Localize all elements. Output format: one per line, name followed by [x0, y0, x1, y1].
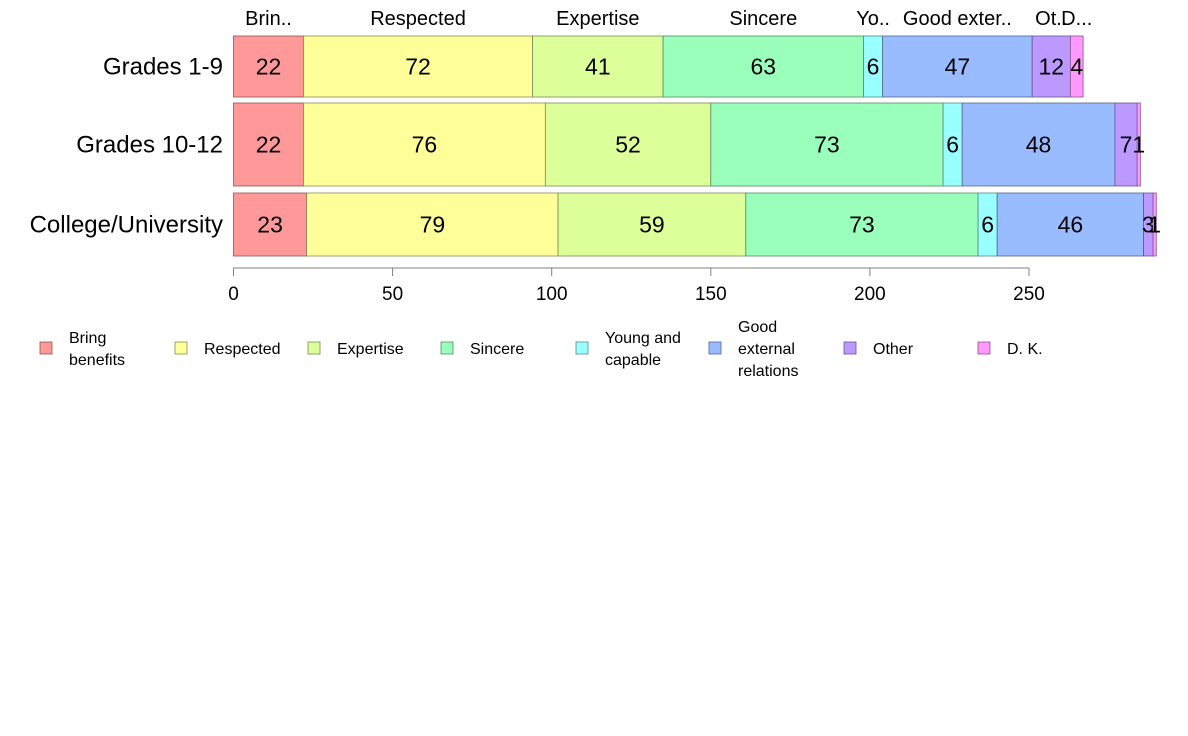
- x-tick-label: 50: [382, 284, 403, 305]
- bar-segment: [662, 35, 864, 98]
- legend-label: Sincere: [470, 341, 524, 358]
- series-top-label: Brin..: [245, 8, 292, 30]
- segment-value-label: 7: [1120, 132, 1133, 158]
- segment-value-label: 52: [615, 132, 641, 158]
- legend-swatch: [307, 341, 321, 355]
- bar-segment: [961, 102, 1116, 187]
- bar-segment: [1152, 192, 1157, 257]
- bar-row: 22 72 41 63 6 47 12 4: [233, 35, 1084, 98]
- x-tick-label: 100: [536, 284, 568, 305]
- legend-label: external: [738, 341, 795, 358]
- series-top-label: Yo..: [856, 8, 890, 30]
- segment-value-label: 41: [585, 54, 611, 80]
- bar-segment: [233, 192, 308, 257]
- segment-value-label: 22: [256, 54, 282, 80]
- legend-swatch: [843, 341, 857, 355]
- x-tick-label: 200: [854, 284, 886, 305]
- category-labels: Grades 1-9 Grades 10-12 College/University: [30, 54, 223, 239]
- series-top-label: D...: [1061, 8, 1092, 30]
- segment-value-label: 79: [420, 212, 446, 238]
- x-tick-label: 0: [228, 284, 239, 305]
- segment-value-label: 59: [639, 212, 665, 238]
- legend-label: Expertise: [337, 341, 404, 358]
- segment-value-label: 73: [814, 132, 840, 158]
- bar-segment: [1069, 35, 1084, 98]
- segment-value-label: 6: [981, 212, 994, 238]
- bar-segment: [1031, 35, 1071, 98]
- legend-item: D. K.: [977, 341, 1043, 358]
- segment-value-label: 73: [849, 212, 875, 238]
- bar-segment: [306, 192, 559, 257]
- bar-segment: [303, 102, 546, 187]
- series-top-label: Ot..: [1035, 8, 1067, 30]
- x-axis: 0 50 100 150 200 250: [228, 267, 1045, 305]
- bar-row: 23 79 59 73 6 46 31: [233, 192, 1161, 257]
- legend: Bring benefits Respected Expertise Sincere Yo…: [39, 319, 1043, 380]
- bar-segment: [1136, 102, 1141, 187]
- series-top-label: Sincere: [729, 8, 797, 30]
- legend-swatch: [39, 341, 53, 355]
- segment-value-label: 76: [412, 132, 438, 158]
- segment-value-label: 12: [1038, 54, 1064, 80]
- segment-value-label: 1: [1148, 212, 1161, 238]
- x-tick-label: 150: [695, 284, 727, 305]
- legend-swatch: [977, 341, 991, 355]
- segment-value-label: 47: [945, 54, 971, 80]
- bar-segment: [233, 102, 304, 187]
- segment-value-label: 6: [946, 132, 959, 158]
- bars: 22 72 41 63 6 47 12 422 76 52 73 6 48 7 123 79 59 73 6 46 31: [233, 35, 1161, 257]
- segment-value-label: 23: [257, 212, 283, 238]
- legend-swatch: [174, 341, 188, 355]
- legend-label: Other: [873, 341, 914, 358]
- segment-value-label: 22: [256, 132, 282, 158]
- bar-segment: [303, 35, 534, 98]
- legend-item: Expertise: [307, 341, 404, 358]
- legend-item: Young and capable: [575, 330, 681, 369]
- bar-segment: [557, 192, 747, 257]
- segment-value-label: 3: [1142, 212, 1155, 238]
- series-top-labels: Brin.. Respected Expertise Sincere Yo.. Good …: [245, 8, 1092, 30]
- legend-swatch: [440, 341, 454, 355]
- bar-row: 22 76 52 73 6 48 7 1: [233, 102, 1145, 187]
- segment-value-label: 63: [751, 54, 777, 80]
- bar-segment: [544, 102, 712, 187]
- segment-value-label: 46: [1058, 212, 1084, 238]
- legend-label: Respected: [204, 341, 281, 358]
- bar-segment: [745, 192, 979, 257]
- legend-item: Respected: [174, 341, 281, 358]
- category-label: Grades 1-9: [103, 54, 223, 81]
- legend-item: Other: [843, 341, 914, 358]
- series-top-label: Expertise: [556, 8, 639, 30]
- segment-value-label: 6: [867, 54, 880, 80]
- segment-value-label: 1: [1132, 132, 1145, 158]
- legend-label: Bring: [69, 330, 106, 347]
- x-tick-label: 250: [1013, 284, 1045, 305]
- segment-value-label: 4: [1070, 54, 1083, 80]
- legend-label: Good: [738, 319, 777, 336]
- series-top-label: Good exter..: [903, 8, 1012, 30]
- category-label: Grades 10-12: [76, 132, 223, 159]
- legend-label: D. K.: [1007, 341, 1043, 358]
- bar-segment: [882, 35, 1033, 98]
- legend-label: Young and: [605, 330, 681, 347]
- series-top-label: Respected: [370, 8, 466, 30]
- legend-item: Sincere: [440, 341, 524, 358]
- segment-value-label: 48: [1026, 132, 1052, 158]
- bar-segment: [710, 102, 944, 187]
- bar-segment: [996, 192, 1144, 257]
- legend-label: capable: [605, 352, 661, 369]
- legend-item: Good external relations: [708, 319, 798, 380]
- legend-item: Bring benefits: [39, 330, 125, 369]
- category-label: College/University: [30, 212, 223, 239]
- legend-swatch: [575, 341, 589, 355]
- legend-swatch: [708, 341, 722, 355]
- legend-label: benefits: [69, 352, 125, 369]
- segment-value-label: 72: [405, 54, 431, 80]
- legend-label: relations: [738, 363, 798, 380]
